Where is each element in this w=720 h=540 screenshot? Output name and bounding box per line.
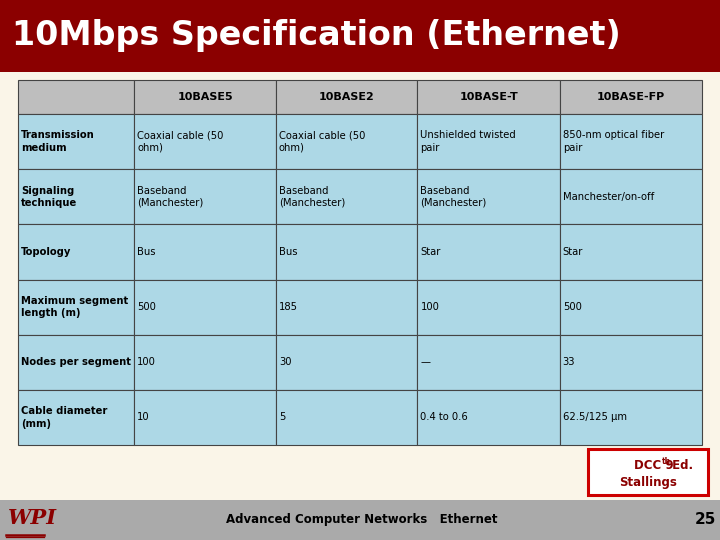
Bar	[276, 280, 418, 335]
Text: Bus: Bus	[138, 247, 156, 257]
Bar	[135, 169, 276, 224]
Bar	[135, 114, 276, 169]
Text: Ed.: Ed.	[668, 458, 693, 471]
Bar	[418, 280, 559, 335]
Bar	[276, 80, 418, 114]
Bar	[418, 169, 559, 224]
Text: Signaling
technique: Signaling technique	[21, 186, 77, 208]
Bar	[276, 335, 418, 390]
Bar	[418, 224, 559, 280]
Text: 10: 10	[138, 413, 150, 422]
Text: Cable diameter
(mm): Cable diameter (mm)	[21, 406, 107, 429]
Text: Topology: Topology	[21, 247, 71, 257]
Bar	[418, 390, 559, 445]
Bar	[559, 390, 702, 445]
Text: Baseband
(Manchester): Baseband (Manchester)	[279, 186, 345, 208]
Bar	[135, 335, 276, 390]
Bar	[276, 224, 418, 280]
Text: Nodes per segment: Nodes per segment	[21, 357, 131, 367]
Bar	[0, 500, 720, 540]
Text: 0.4 to 0.6: 0.4 to 0.6	[420, 413, 468, 422]
Bar	[135, 224, 276, 280]
Text: Unshielded twisted
pair: Unshielded twisted pair	[420, 130, 516, 153]
Text: 10BASE2: 10BASE2	[319, 92, 374, 102]
Text: Coaxial cable (50
ohm): Coaxial cable (50 ohm)	[138, 130, 224, 153]
Bar	[18, 390, 135, 445]
Bar	[559, 169, 702, 224]
Text: 10Mbps Specification (Ethernet): 10Mbps Specification (Ethernet)	[12, 19, 621, 52]
Text: Bus: Bus	[279, 247, 297, 257]
Text: 500: 500	[138, 302, 156, 312]
Bar	[135, 390, 276, 445]
Text: 25: 25	[694, 512, 716, 528]
Bar	[418, 114, 559, 169]
Text: 850-nm optical fiber
pair: 850-nm optical fiber pair	[563, 130, 664, 153]
Text: 10BASE-T: 10BASE-T	[459, 92, 518, 102]
Bar	[18, 114, 135, 169]
Text: 10BASE5: 10BASE5	[177, 92, 233, 102]
Text: Star: Star	[563, 247, 583, 257]
Text: Stallings: Stallings	[619, 476, 677, 489]
Text: Maximum segment
length (m): Maximum segment length (m)	[21, 296, 128, 318]
Text: Coaxial cable (50
ohm): Coaxial cable (50 ohm)	[279, 130, 365, 153]
Text: Manchester/on-off: Manchester/on-off	[563, 192, 654, 202]
Bar	[18, 335, 135, 390]
Text: 10BASE-FP: 10BASE-FP	[597, 92, 665, 102]
Text: Advanced Computer Networks   Ethernet: Advanced Computer Networks Ethernet	[226, 514, 498, 526]
Bar	[18, 169, 135, 224]
Bar	[418, 335, 559, 390]
Text: WPI: WPI	[8, 508, 57, 528]
Bar	[276, 114, 418, 169]
Text: Baseband
(Manchester): Baseband (Manchester)	[138, 186, 204, 208]
Text: 100: 100	[138, 357, 156, 367]
Bar	[18, 80, 135, 114]
Text: 185: 185	[279, 302, 298, 312]
Bar	[418, 80, 559, 114]
Bar	[18, 280, 135, 335]
Text: 5: 5	[279, 413, 285, 422]
FancyBboxPatch shape	[588, 449, 708, 495]
Bar	[559, 280, 702, 335]
Text: 500: 500	[563, 302, 582, 312]
Text: Transmission
medium: Transmission medium	[21, 130, 95, 153]
Bar	[18, 224, 135, 280]
Text: th: th	[662, 457, 671, 465]
Text: 30: 30	[279, 357, 292, 367]
Text: DCC 9: DCC 9	[634, 458, 674, 471]
Bar	[0, 0, 720, 72]
Bar	[276, 169, 418, 224]
Text: Baseband
(Manchester): Baseband (Manchester)	[420, 186, 487, 208]
Bar	[559, 80, 702, 114]
Bar	[135, 80, 276, 114]
Text: Star: Star	[420, 247, 441, 257]
Bar	[559, 224, 702, 280]
Text: —: —	[420, 357, 431, 367]
Bar	[559, 335, 702, 390]
Text: 100: 100	[420, 302, 439, 312]
Text: 62.5/125 μm: 62.5/125 μm	[563, 413, 626, 422]
Bar	[559, 114, 702, 169]
Bar	[135, 280, 276, 335]
Text: 33: 33	[563, 357, 575, 367]
Bar	[276, 390, 418, 445]
